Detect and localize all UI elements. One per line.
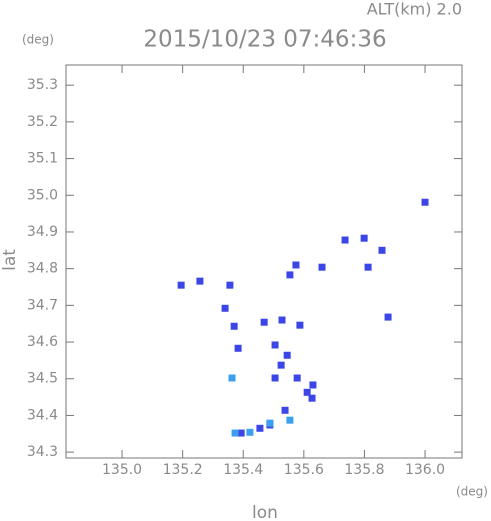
echo-point xyxy=(303,388,311,396)
echo-point xyxy=(260,318,268,326)
y-tick-label: 34.7 xyxy=(27,297,58,313)
echo-point xyxy=(231,429,239,437)
y-tick-label: 35.0 xyxy=(27,187,58,203)
echo-point xyxy=(228,374,236,382)
echo-point xyxy=(196,277,204,285)
annotation: ALT(km) 2.0 xyxy=(367,0,462,19)
echo-point xyxy=(293,374,301,382)
echo-point xyxy=(378,246,386,254)
y-axis-label: lat xyxy=(0,249,20,271)
echo-point xyxy=(283,351,291,359)
echo-point xyxy=(292,261,300,269)
x-tick-label: 136.0 xyxy=(405,462,445,478)
echo-point xyxy=(384,313,392,321)
echo-point xyxy=(271,341,279,349)
echo-point xyxy=(177,281,185,289)
echo-point xyxy=(271,374,279,382)
x-unit: (deg) xyxy=(456,485,488,499)
x-tick-label: 135.6 xyxy=(284,462,324,478)
echo-point xyxy=(341,236,349,244)
y-tick-label: 34.9 xyxy=(27,224,58,240)
echo-point xyxy=(246,428,254,436)
echo-point xyxy=(364,263,372,271)
plot-frame xyxy=(65,64,463,459)
echo-point xyxy=(278,316,286,324)
echo-point xyxy=(286,271,294,279)
chart-title: 2015/10/23 07:46:36 xyxy=(143,27,386,53)
echo-point xyxy=(281,406,289,414)
x-tick-label: 135.4 xyxy=(223,462,263,478)
y-unit: (deg) xyxy=(22,33,54,47)
y-tick-label: 34.5 xyxy=(27,371,58,387)
x-tick-label: 135.0 xyxy=(102,462,142,478)
x-tick-label: 135.8 xyxy=(344,462,384,478)
echo-point xyxy=(237,429,245,437)
echo-point xyxy=(226,281,234,289)
y-tick-label: 35.2 xyxy=(27,114,58,130)
y-tick-label: 34.6 xyxy=(27,334,58,350)
echo-point xyxy=(256,424,264,432)
echo-point xyxy=(360,234,368,242)
echo-point xyxy=(266,419,274,427)
echo-point xyxy=(318,263,326,271)
y-tick-label: 34.3 xyxy=(27,444,58,460)
echo-point xyxy=(309,381,317,389)
y-tick-label: 35.3 xyxy=(27,77,58,93)
echo-point xyxy=(234,344,242,352)
y-tick-label: 34.4 xyxy=(27,407,58,423)
x-axis-label: lon xyxy=(252,503,278,521)
echo-point xyxy=(308,394,316,402)
echo-point xyxy=(421,198,429,206)
y-tick-label: 35.1 xyxy=(27,151,58,167)
echo-point xyxy=(277,361,285,369)
echo-point xyxy=(221,304,229,312)
echo-point xyxy=(296,321,304,329)
echo-point xyxy=(286,416,294,424)
x-tick-label: 135.2 xyxy=(163,462,203,478)
echo-point xyxy=(230,322,238,330)
y-tick-label: 34.8 xyxy=(27,261,58,277)
